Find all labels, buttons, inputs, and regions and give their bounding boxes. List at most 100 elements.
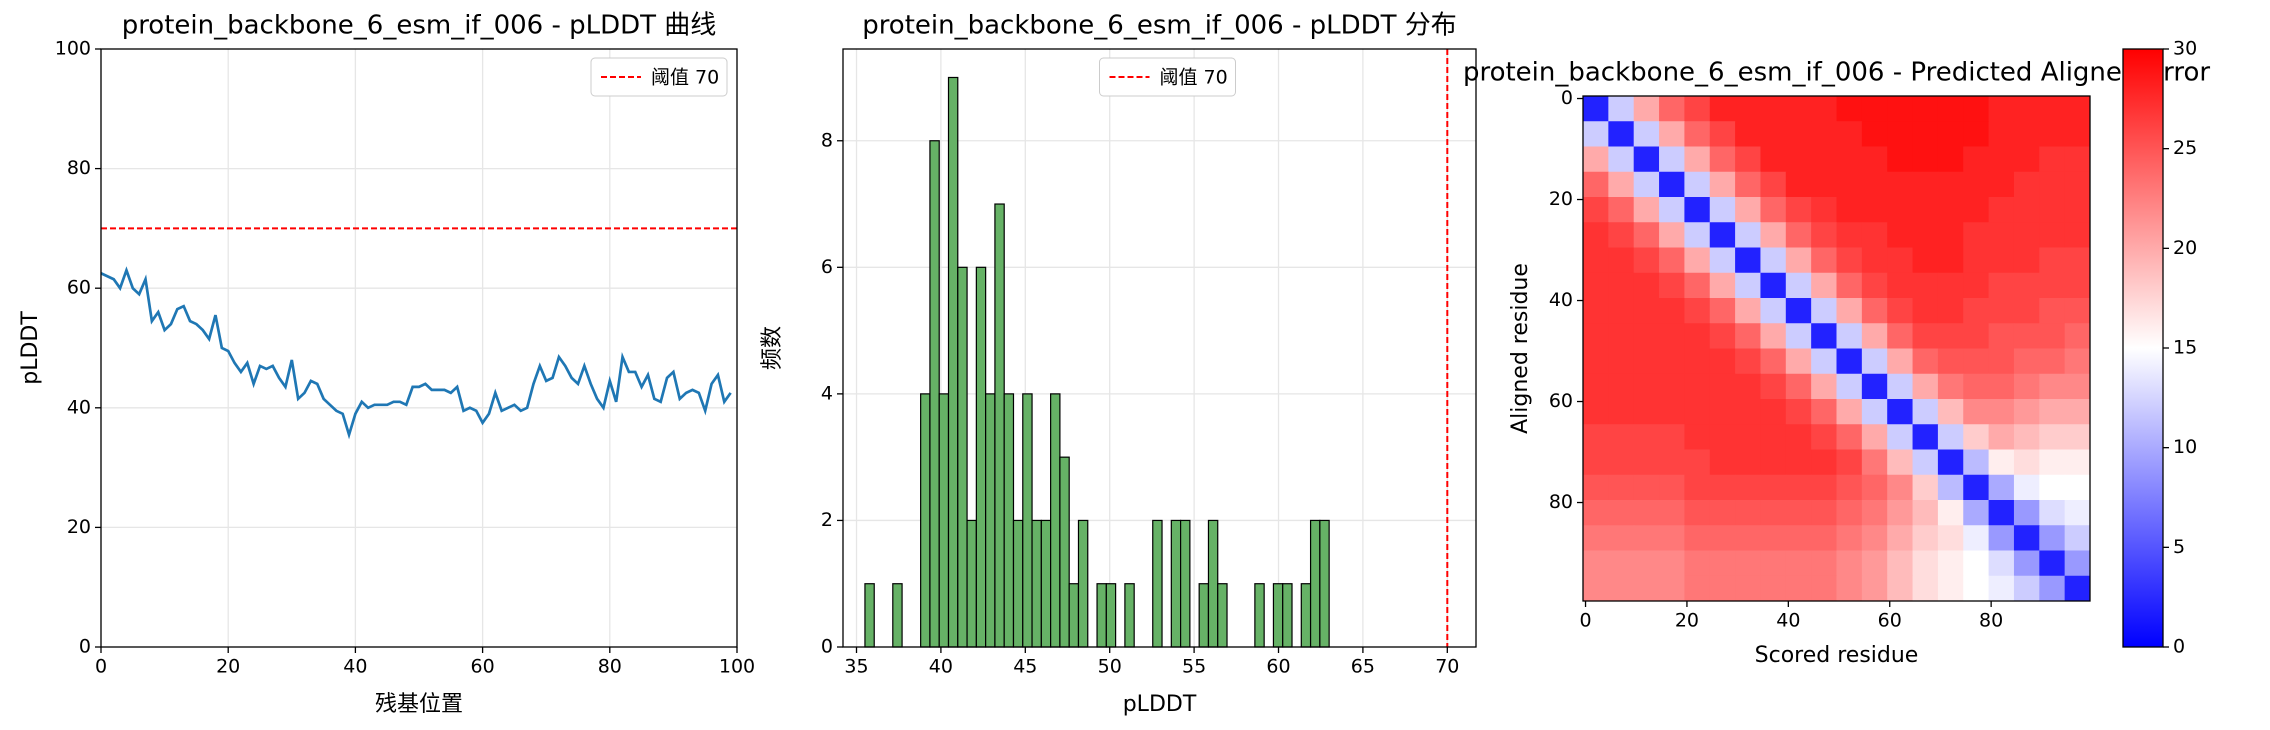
heatmap-cell <box>1608 323 1635 349</box>
heatmap-cell <box>1659 171 1685 198</box>
heatmap-cell <box>1659 323 1685 349</box>
heatmap-cell <box>1735 222 1761 248</box>
heatmap-cell <box>1659 550 1685 577</box>
heatmap-cell <box>1709 272 1736 299</box>
heatmap-cell <box>1912 449 1939 476</box>
heatmap-cell <box>1735 197 1761 223</box>
heatmap-cell <box>1836 197 1863 223</box>
heatmap-cell <box>1988 525 2015 551</box>
x-tick-label: 70 <box>1435 656 1459 678</box>
heatmap-cell <box>1887 298 1914 324</box>
histogram-bar <box>1254 583 1265 648</box>
heatmap-cell <box>1735 96 1761 122</box>
heatmap-cell <box>1811 247 1837 274</box>
heatmap-cell <box>1836 550 1863 577</box>
heatmap-cell <box>1709 474 1736 501</box>
heatmap-cell <box>1608 399 1635 425</box>
heatmap-cell <box>1684 298 1711 324</box>
heatmap-cell <box>1583 525 1609 551</box>
heatmap-cell <box>1811 575 1837 602</box>
histogram-bar <box>1124 583 1135 648</box>
heatmap-cell <box>1937 525 1964 551</box>
heatmap-cell <box>1963 373 1990 400</box>
y-tick-label: 80 <box>1549 491 1573 513</box>
heatmap-cell <box>1709 121 1736 147</box>
heatmap-cell <box>1709 449 1736 476</box>
x-tick-label: 60 <box>1266 656 1290 678</box>
heatmap-cell <box>1887 197 1914 223</box>
heatmap-cell <box>1684 146 1711 173</box>
histogram-bar <box>957 266 968 648</box>
heatmap-cell <box>1583 399 1609 425</box>
histogram-bar <box>1068 583 1080 648</box>
heatmap-cell <box>1811 373 1837 400</box>
heatmap-cell <box>1887 272 1914 299</box>
heatmap-cell <box>1785 399 1812 425</box>
legend-label: 阈值 70 <box>651 67 719 89</box>
y-tick-label: 8 <box>821 129 833 151</box>
heatmap-cell <box>1861 272 1888 299</box>
heatmap-cell <box>1684 222 1711 248</box>
axes-frame <box>1582 95 2091 602</box>
heatmap-cell <box>1937 424 1964 450</box>
heatmap-cell <box>1608 121 1635 147</box>
heatmap-cell <box>1735 373 1761 400</box>
heatmap-cell <box>1963 272 1990 299</box>
heatmap-cell <box>2039 500 2066 526</box>
heatmap-cell <box>2039 247 2066 274</box>
histogram-bar <box>1077 519 1089 648</box>
heatmap-cell <box>1785 449 1812 476</box>
heatmap-cell <box>1861 197 1888 223</box>
heatmap-cell <box>1836 171 1863 198</box>
heatmap-cell <box>1887 323 1914 349</box>
heatmap-cell <box>1735 272 1761 299</box>
heatmap-cell <box>1659 247 1685 274</box>
heatmap-cell <box>1583 247 1609 274</box>
heatmap-cell <box>2013 399 2040 425</box>
heatmap-cell <box>1861 550 1888 577</box>
heatmap-cell <box>2064 222 2091 248</box>
heatmap-cell <box>1937 121 1964 147</box>
heatmap-cell <box>1836 575 1863 602</box>
heatmap-cell <box>2039 121 2066 147</box>
heatmap-cell <box>1937 171 1964 198</box>
heatmap-cell <box>1583 146 1609 173</box>
heatmap-cell <box>1811 197 1837 223</box>
heatmap-cell <box>1709 399 1736 425</box>
heatmap-cell <box>1963 424 1990 450</box>
heatmap-cell <box>1912 272 1939 299</box>
heatmap-cell <box>1709 197 1736 223</box>
y-tick-label: 0 <box>821 636 833 658</box>
heatmap-cell <box>1760 373 1787 400</box>
heatmap-cell <box>1785 121 1812 147</box>
heatmap-cell <box>1709 146 1736 173</box>
heatmap-cell <box>2039 272 2066 299</box>
heatmap-cell <box>1684 373 1711 400</box>
heatmap-cell <box>1760 96 1787 122</box>
histogram-bar <box>864 583 875 648</box>
heatmap-cell <box>1887 121 1914 147</box>
histogram-bar <box>1059 456 1070 648</box>
histogram-bar <box>938 393 950 648</box>
heatmap-cell <box>1709 96 1736 122</box>
histogram-bar <box>1031 519 1042 648</box>
histogram-bar <box>1207 519 1219 648</box>
heatmap-cell <box>2039 96 2066 122</box>
heatmap-cell <box>1988 424 2015 450</box>
heatmap-cell <box>1937 550 1964 577</box>
heatmap-cell <box>1912 222 1939 248</box>
heatmap-cell <box>1735 146 1761 173</box>
heatmap-cell <box>1633 348 1660 375</box>
heatmap-cell <box>1659 96 1685 122</box>
heatmap-cell <box>2013 525 2040 551</box>
heatmap-cell <box>2064 96 2091 122</box>
heatmap-cell <box>2013 449 2040 476</box>
heatmap-cell <box>1760 146 1787 173</box>
heatmap-cell <box>1633 474 1660 501</box>
heatmap-cell <box>1633 146 1660 173</box>
heatmap-cell <box>1608 474 1635 501</box>
heatmap-cell <box>1988 146 2015 173</box>
y-axis-label: 频数 <box>760 326 785 370</box>
histogram-bar <box>1152 519 1163 648</box>
heatmap-cell <box>1887 222 1914 248</box>
